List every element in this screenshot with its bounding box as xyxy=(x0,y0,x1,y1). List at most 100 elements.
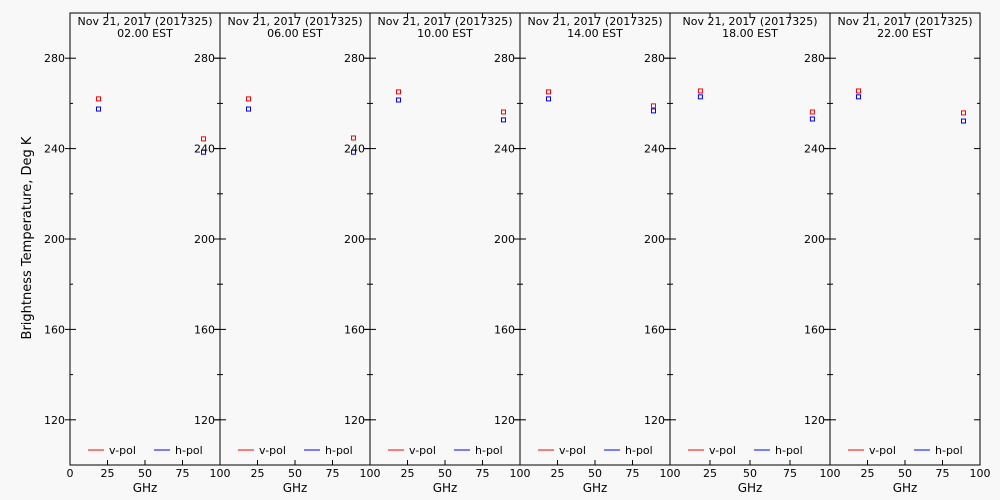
x-axis-label: GHz xyxy=(433,481,458,495)
x-tick-label: 50 xyxy=(138,467,152,480)
legend-label: h-pol xyxy=(175,444,203,457)
legend-label: v-pol xyxy=(869,444,896,457)
legend-label: h-pol xyxy=(775,444,803,457)
x-axis-label: GHz xyxy=(893,481,918,495)
v-pol-point xyxy=(96,96,101,102)
y-tick-label: 280 xyxy=(44,52,65,65)
panel-subtitle: 06.00 EST xyxy=(267,27,323,40)
y-tick-label: 200 xyxy=(804,233,825,246)
x-tick-label: 75 xyxy=(326,467,340,480)
y-tick-label: 200 xyxy=(194,233,215,246)
y-tick-label: 240 xyxy=(194,143,215,156)
legend-label: v-pol xyxy=(259,444,286,457)
x-tick-label: 25 xyxy=(861,467,875,480)
legend-label: h-pol xyxy=(325,444,353,457)
y-tick-label: 280 xyxy=(804,52,825,65)
panel-subtitle: 14.00 EST xyxy=(567,27,623,40)
legend-label: v-pol xyxy=(709,444,736,457)
x-tick-label: 75 xyxy=(176,467,190,480)
panel-subtitle: 18.00 EST xyxy=(722,27,778,40)
panel-title: Nov 21, 2017 (2017325) xyxy=(77,15,212,28)
h-pol-point xyxy=(961,118,966,124)
y-tick-label: 200 xyxy=(494,233,515,246)
y-tick-label: 240 xyxy=(804,143,825,156)
x-axis-label: GHz xyxy=(133,481,158,495)
y-tick-label: 120 xyxy=(494,414,515,427)
y-tick-label: 160 xyxy=(494,323,515,336)
x-tick-label: 100 xyxy=(360,467,381,480)
y-tick-label: 280 xyxy=(344,52,365,65)
x-tick-label: 25 xyxy=(401,467,415,480)
x-tick-label: 100 xyxy=(970,467,991,480)
v-pol-point xyxy=(501,109,506,115)
x-tick-label: 100 xyxy=(660,467,681,480)
x-tick-label: 25 xyxy=(101,467,115,480)
panel-subtitle: 10.00 EST xyxy=(417,27,473,40)
v-pol-point xyxy=(246,96,251,102)
h-pol-point xyxy=(246,106,251,112)
legend-label: v-pol xyxy=(559,444,586,457)
y-tick-label: 160 xyxy=(44,323,65,336)
v-pol-point xyxy=(396,89,401,95)
panel-frame xyxy=(219,12,371,466)
y-tick-label: 240 xyxy=(494,143,515,156)
y-tick-label: 120 xyxy=(344,414,365,427)
y-tick-label: 280 xyxy=(494,52,515,65)
legend-label: h-pol xyxy=(625,444,653,457)
panel-title: Nov 21, 2017 (2017325) xyxy=(227,15,362,28)
h-pol-point xyxy=(96,106,101,112)
y-tick-label: 160 xyxy=(344,323,365,336)
panel-title: Nov 21, 2017 (2017325) xyxy=(527,15,662,28)
x-axis-label: GHz xyxy=(283,481,308,495)
panel-subtitle: 02.00 EST xyxy=(117,27,173,40)
x-tick-label: 75 xyxy=(936,467,950,480)
v-pol-point xyxy=(651,103,656,109)
v-pol-point xyxy=(961,110,966,116)
y-tick-label: 160 xyxy=(194,323,215,336)
h-pol-point xyxy=(546,96,551,102)
v-pol-point xyxy=(856,88,861,94)
y-axis-label: Brightness Temperature, Deg K xyxy=(20,136,35,339)
y-tick-label: 240 xyxy=(344,143,365,156)
v-pol-point xyxy=(201,136,206,142)
panel-title: Nov 21, 2017 (2017325) xyxy=(837,15,972,28)
v-pol-point xyxy=(809,109,815,115)
legend-label: v-pol xyxy=(409,444,436,457)
v-pol-point xyxy=(697,88,703,94)
x-tick-label: 100 xyxy=(820,467,841,480)
h-pol-point xyxy=(351,149,356,155)
y-tick-label: 160 xyxy=(644,323,665,336)
y-tick-label: 200 xyxy=(644,233,665,246)
x-tick-label: 0 xyxy=(67,467,74,480)
v-pol-point xyxy=(546,89,551,95)
y-tick-label: 240 xyxy=(644,143,665,156)
y-tick-label: 240 xyxy=(44,143,65,156)
y-tick-label: 120 xyxy=(44,414,65,427)
h-pol-point xyxy=(501,117,506,123)
x-tick-label: 100 xyxy=(210,467,231,480)
h-pol-point xyxy=(201,149,206,155)
x-axis-label: GHz xyxy=(583,481,608,495)
x-tick-label: 100 xyxy=(510,467,531,480)
y-tick-label: 200 xyxy=(344,233,365,246)
x-axis-label: GHz xyxy=(738,481,763,495)
y-tick-label: 280 xyxy=(644,52,665,65)
x-tick-label: 50 xyxy=(743,467,757,480)
y-tick-label: 120 xyxy=(194,414,215,427)
panel-title: Nov 21, 2017 (2017325) xyxy=(377,15,512,28)
panel-title: Nov 21, 2017 (2017325) xyxy=(682,15,817,28)
panel-subtitle: 22.00 EST xyxy=(877,27,933,40)
panel-frame xyxy=(69,12,221,466)
h-pol-point xyxy=(396,97,401,103)
x-tick-label: 25 xyxy=(251,467,265,480)
x-tick-label: 50 xyxy=(898,467,912,480)
x-tick-label: 75 xyxy=(626,467,640,480)
h-pol-point xyxy=(697,94,703,100)
y-tick-label: 120 xyxy=(644,414,665,427)
x-tick-label: 50 xyxy=(438,467,452,480)
y-tick-label: 160 xyxy=(804,323,825,336)
x-tick-label: 75 xyxy=(476,467,490,480)
legend-label: v-pol xyxy=(109,444,136,457)
h-pol-point xyxy=(856,94,861,100)
